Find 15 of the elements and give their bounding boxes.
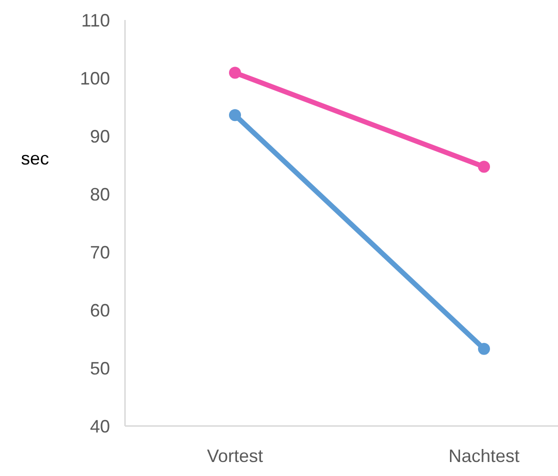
point xyxy=(478,342,490,355)
point xyxy=(478,160,490,173)
x-tick-label: Vortest xyxy=(206,446,264,466)
y-tick-label: 60 xyxy=(90,300,110,320)
point xyxy=(229,66,241,79)
y-tick-label: 70 xyxy=(90,242,110,262)
y-tick-label: 40 xyxy=(90,416,110,436)
y-axis-title: sec xyxy=(20,148,50,168)
y-tick-label: 110 xyxy=(81,10,110,30)
y-tick-label: 50 xyxy=(90,358,110,378)
y-tick-label: 100 xyxy=(80,68,110,88)
point xyxy=(229,109,241,122)
y-tick-label: 90 xyxy=(90,126,110,146)
y-tick-label: 80 xyxy=(90,184,110,204)
x-tick-label: Nachtest xyxy=(448,446,520,466)
